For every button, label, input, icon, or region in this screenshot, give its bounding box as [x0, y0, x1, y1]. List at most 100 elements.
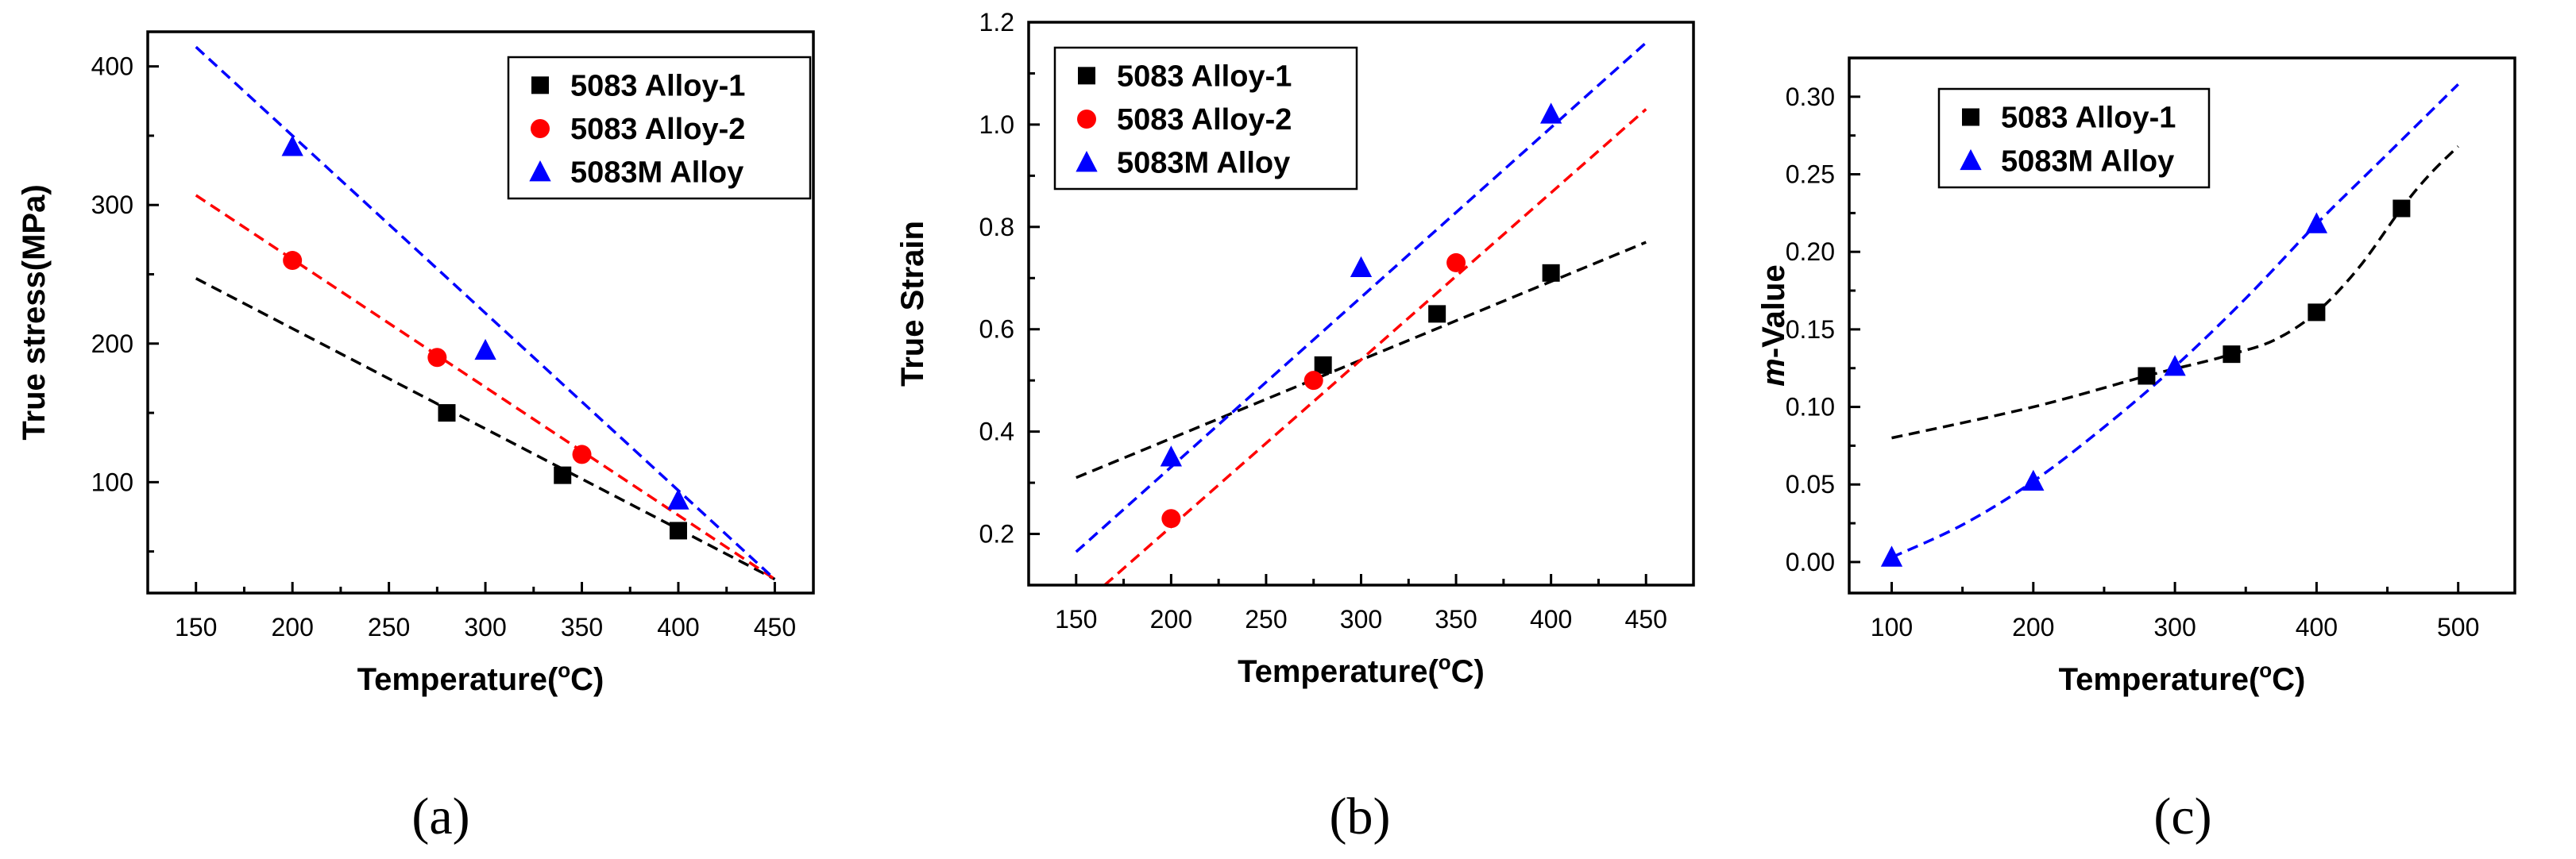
y-tick-label: 0.4 [979, 418, 1014, 446]
y-tick-label: 1.2 [979, 8, 1014, 37]
y-tick-label: 0.6 [979, 315, 1014, 344]
y-axis-label-main: -Value [1756, 264, 1791, 358]
y-tick-label: 0.15 [1786, 315, 1835, 344]
panel-caption: (a) [411, 788, 469, 846]
panel-caption: (b) [1330, 788, 1391, 846]
data-point-series-1 [1314, 356, 1332, 374]
legend: 5083 Alloy-1 5083M Alloy [1937, 87, 2211, 189]
x-tick-label: 200 [2012, 613, 2054, 641]
legend: 5083 Alloy-1 5083 Alloy-2 5083M Alloy [507, 56, 812, 200]
x-tick-label: 300 [2153, 613, 2196, 641]
legend-box [1053, 46, 1358, 191]
legend-marker [531, 76, 549, 94]
x-tick-label: 400 [1530, 605, 1572, 634]
data-point-series-2 [2022, 469, 2045, 491]
x-tick-label: 350 [561, 613, 603, 641]
x-axis-label-unit: C) [570, 662, 604, 697]
legend-marker [531, 119, 550, 138]
legend-label: 5083 Alloy-2 [570, 113, 745, 146]
data-point-series-1 [2308, 303, 2326, 322]
y-axis-label: True Strain [895, 221, 930, 387]
y-tick-label: 0.20 [1786, 237, 1835, 266]
x-tick-label: 400 [2296, 613, 2338, 641]
fit-line-series-1 [195, 277, 776, 581]
y-tick-label: 0.8 [979, 213, 1014, 241]
data-point-series-1 [438, 404, 456, 422]
legend-marker [1962, 108, 1979, 126]
data-point-series-3 [281, 135, 303, 156]
legend-marker [1078, 67, 1095, 85]
fit-line-series-1 [1891, 145, 2459, 440]
data-point-series-3 [474, 338, 496, 360]
y-tick-label: 400 [91, 52, 133, 81]
x-tick-label: 150 [175, 613, 217, 641]
chart-panel-2: 150 200 250 300 350 400 450 0.2 0.4 0.6 0.8 1.0 1.2 5… [895, 8, 1695, 846]
data-point-series-1 [669, 522, 687, 540]
data-point-series-1 [554, 466, 572, 484]
fit-line-series-2 [195, 194, 776, 581]
data-point-series-2 [572, 445, 592, 464]
legend-label: 5083 Alloy-2 [1117, 103, 1292, 137]
legend-marker [1076, 151, 1098, 172]
fit-line-series-2 [1103, 108, 1647, 585]
y-axis-label-main: True Strain [895, 221, 930, 387]
x-axis-label-main: Temperature( [1238, 654, 1439, 689]
x-tick-label: 250 [368, 613, 410, 641]
x-axis-label-main: Temperature( [357, 662, 558, 697]
legend-box [1937, 87, 2211, 189]
x-axis-label-degree: o [1439, 650, 1451, 674]
chart-panel-3: 100 200 300 400 500 0.00 0.05 0.10 0.15 0.20 0.25 0… [1756, 56, 2516, 846]
y-tick-label: 0.00 [1786, 548, 1835, 576]
data-point-series-2 [2305, 212, 2328, 233]
fit-line-series-2 [1890, 83, 2459, 559]
y-axis-label: m-Value [1756, 264, 1791, 386]
x-tick-label: 350 [1435, 605, 1477, 634]
x-tick-label: 400 [657, 613, 699, 641]
x-tick-label: 150 [1055, 605, 1097, 634]
y-tick-label: 0.10 [1786, 393, 1835, 422]
y-axis-label-main: True stress(MPa) [17, 184, 52, 440]
x-axis-label-degree: o [2259, 658, 2272, 682]
data-point-series-2 [1880, 545, 1903, 567]
y-tick-label: 0.25 [1786, 160, 1835, 189]
x-tick-label: 450 [754, 613, 796, 641]
data-point-series-3 [1539, 102, 1562, 124]
data-point-series-2 [1303, 371, 1323, 391]
data-point-series-3 [1350, 256, 1373, 278]
x-tick-label: 250 [1245, 605, 1287, 634]
legend-label: 5083M Alloy [2001, 145, 2174, 179]
legend-label: 5083M Alloy [1117, 147, 1290, 180]
data-point-series-1 [1542, 264, 1560, 282]
legend-marker [529, 160, 551, 182]
plot-frame [146, 30, 815, 595]
x-axis-label-unit: C) [1451, 654, 1485, 689]
data-point-series-2 [2164, 355, 2186, 376]
legend-label: 5083 Alloy-1 [570, 69, 745, 102]
x-tick-label: 450 [1625, 605, 1667, 634]
legend-marker [1077, 110, 1096, 129]
x-tick-label: 200 [1150, 605, 1192, 634]
data-point-series-1 [2393, 199, 2411, 218]
plot-frame [1027, 21, 1695, 587]
x-tick-label: 300 [1340, 605, 1382, 634]
legend-label: 5083 Alloy-1 [1117, 60, 1292, 93]
x-axis-label: Temperature(oC) [357, 658, 604, 697]
plot-frame [1848, 56, 2516, 595]
data-point-series-1 [1428, 305, 1446, 323]
y-tick-label: 0.30 [1786, 83, 1835, 111]
y-tick-label: 300 [91, 191, 133, 219]
x-axis-label: Temperature(oC) [2059, 658, 2306, 697]
y-tick-label: 0.05 [1786, 470, 1835, 499]
data-point-series-1 [2138, 367, 2156, 385]
data-point-series-2 [427, 348, 447, 368]
x-tick-label: 500 [2437, 613, 2479, 641]
axis-ticks [1849, 95, 2460, 593]
legend-box [507, 56, 812, 200]
fit-line-series-3 [1075, 41, 1647, 553]
legend-label: 5083 Alloy-1 [2001, 102, 2176, 135]
chart-panel-1: 150 200 250 300 350 400 450 100 200 300 400 5083 Al… [17, 30, 815, 846]
data-point-series-2 [1446, 252, 1466, 272]
data-point-series-1 [2223, 345, 2241, 364]
y-axis-label-italic: m [1756, 358, 1791, 387]
